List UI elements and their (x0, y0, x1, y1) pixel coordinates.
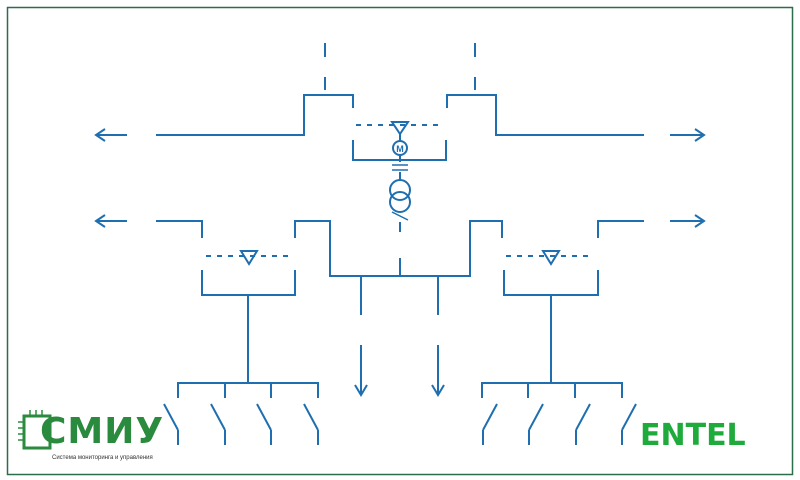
motor-label: M (396, 144, 404, 154)
entel-logo: ENTEL (640, 418, 746, 453)
switch-icon (482, 403, 498, 445)
outer-border (6, 6, 794, 476)
triangle-icon (390, 121, 410, 136)
lower-right-bus (597, 220, 644, 238)
smiu-logo-text: СМИУ (40, 411, 165, 452)
switch-icon (163, 403, 179, 445)
arrow-right-icon (670, 214, 706, 228)
switch-icon (575, 403, 591, 445)
arrow-left-icon (94, 214, 127, 228)
arrow-right-icon (670, 128, 706, 142)
arrow-left-icon (94, 128, 127, 142)
lower-left-cell (201, 270, 296, 296)
switch-icon (256, 403, 272, 445)
switch-icon (621, 403, 637, 445)
single-line-diagram (94, 43, 706, 445)
smiu-logo-subtitle: Система мониторинга и управления (52, 455, 153, 461)
smiu-logo: СМИУ Система мониторинга и управления (18, 408, 168, 468)
switch-icon (303, 403, 319, 445)
arrow-down-icon (431, 345, 445, 397)
upper-left-bus (156, 94, 354, 136)
upper-right-bus (446, 94, 644, 136)
chip-icon (18, 410, 52, 450)
triangle-icon (239, 250, 259, 266)
switch-icon (528, 403, 544, 445)
transformer-icon (389, 179, 411, 213)
lower-right-cell (503, 270, 599, 296)
lower-left-bus (156, 220, 203, 238)
triangle-icon (541, 250, 561, 266)
switch-icon (210, 403, 226, 445)
arrow-down-icon (354, 345, 368, 397)
